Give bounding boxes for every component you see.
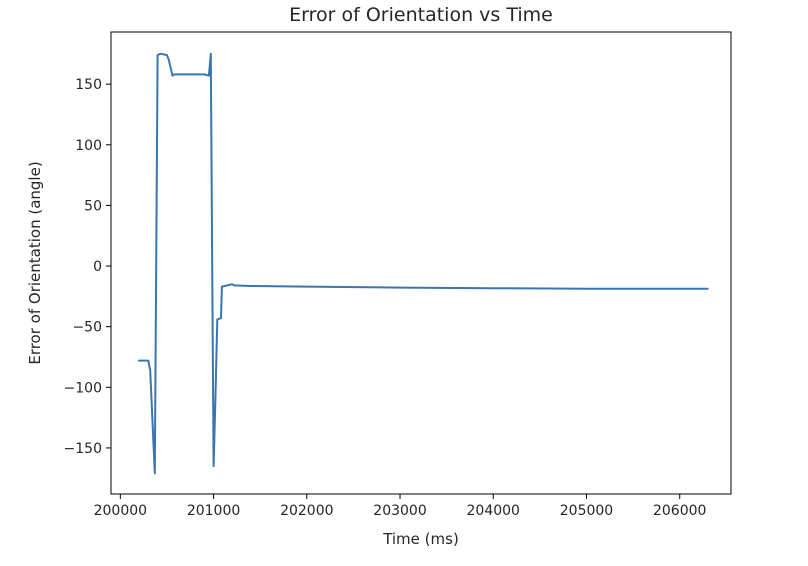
y-tick-label: 50: [84, 198, 102, 214]
y-tick-label: 100: [75, 138, 102, 154]
y-axis-label: Error of Orientation (angle): [26, 161, 44, 364]
x-tick-label: 206000: [653, 503, 706, 519]
y-tick-label: −100: [64, 380, 102, 396]
y-tick-label: −50: [72, 320, 102, 336]
x-tick-label: 204000: [467, 503, 520, 519]
x-tick-label: 202000: [280, 503, 333, 519]
x-axis-label: Time (ms): [382, 530, 459, 548]
y-tick-label: −150: [64, 441, 102, 457]
x-tick-label: 205000: [560, 503, 613, 519]
series-line: [138, 52, 709, 475]
x-axis-ticks: 200000 201000 202000 203000 204000 205000 2060…: [94, 494, 706, 519]
y-tick-label: 150: [75, 77, 102, 93]
y-axis-ticks: −150 −100 −50 0 50 100 150: [64, 77, 111, 457]
x-tick-label: 203000: [373, 503, 426, 519]
x-tick-label: 201000: [187, 503, 240, 519]
plot-frame: [110, 31, 732, 495]
y-tick-label: 0: [93, 259, 102, 275]
x-tick-label: 200000: [94, 503, 147, 519]
chart-title: Error of Orientation vs Time: [289, 4, 553, 26]
